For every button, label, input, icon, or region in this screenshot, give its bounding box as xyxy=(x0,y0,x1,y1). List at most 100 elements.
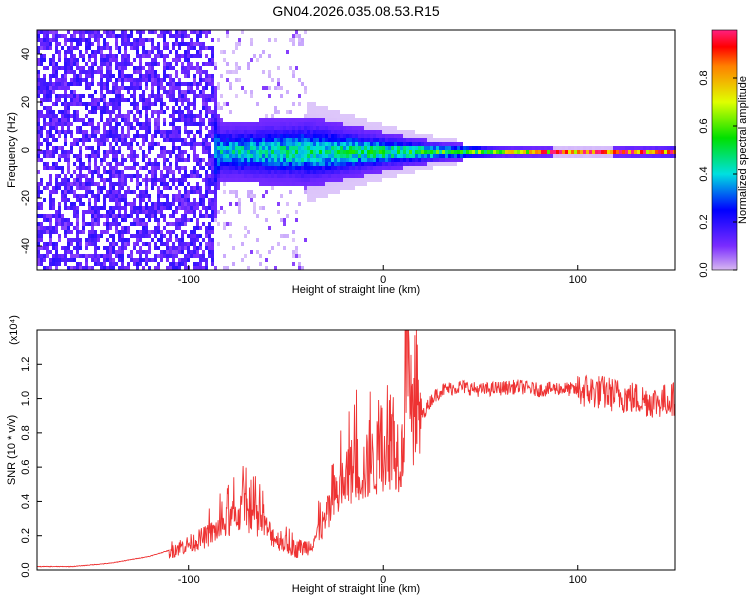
heatmap-cell xyxy=(298,266,301,270)
heatmap-cell xyxy=(184,50,187,54)
heatmap-cell xyxy=(97,126,100,130)
heatmap-cell xyxy=(304,86,307,90)
heatmap-cell xyxy=(181,194,184,198)
heatmap-cell xyxy=(448,150,451,154)
heatmap-cell xyxy=(133,262,136,266)
heatmap-cell xyxy=(37,222,40,226)
heatmap-cell xyxy=(127,142,130,146)
heatmap-cell xyxy=(229,202,232,206)
heatmap-cell xyxy=(70,42,73,46)
heatmap-cell xyxy=(259,262,262,266)
heatmap-cell xyxy=(550,150,553,154)
heatmap-cell xyxy=(52,134,55,138)
heatmap-cell xyxy=(214,98,217,102)
heatmap-cell xyxy=(298,150,301,154)
heatmap-cell xyxy=(124,202,127,206)
heatmap-cell xyxy=(349,174,352,178)
heatmap-cell xyxy=(319,186,322,190)
heatmap-cell xyxy=(112,170,115,174)
heatmap-cell xyxy=(121,138,124,142)
heatmap-cell xyxy=(40,238,43,242)
heatmap-cell xyxy=(364,118,367,122)
heatmap-cell xyxy=(349,178,352,182)
heatmap-cell xyxy=(199,122,202,126)
heatmap-cell xyxy=(277,178,280,182)
heatmap-cell xyxy=(154,226,157,230)
heatmap-cell xyxy=(220,122,223,126)
heatmap-cell xyxy=(199,50,202,54)
heatmap-cell xyxy=(406,158,409,162)
heatmap-cell xyxy=(289,154,292,158)
heatmap-cell xyxy=(103,214,106,218)
heatmap-x-ticks: -100 0 100 xyxy=(178,265,587,286)
heatmap-cell xyxy=(208,242,211,246)
heatmap-cell xyxy=(202,90,205,94)
heatmap-cell xyxy=(91,194,94,198)
heatmap-cell xyxy=(271,170,274,174)
heatmap-cell xyxy=(97,154,100,158)
heatmap-cell xyxy=(379,170,382,174)
heatmap-cell xyxy=(124,238,127,242)
heatmap-cell xyxy=(223,138,226,142)
heatmap-cell xyxy=(49,78,52,82)
heatmap-cell xyxy=(199,142,202,146)
heatmap-cell xyxy=(172,150,175,154)
heatmap-cell xyxy=(115,62,118,66)
heatmap-cell xyxy=(295,122,298,126)
heatmap-cell xyxy=(154,206,157,210)
heatmap-cell xyxy=(289,134,292,138)
heatmap-cell xyxy=(280,118,283,122)
heatmap-cell xyxy=(97,186,100,190)
heatmap-cell xyxy=(91,106,94,110)
heatmap-cell xyxy=(208,150,211,154)
heatmap-cell xyxy=(151,138,154,142)
heatmap-cell xyxy=(76,254,79,258)
heatmap-cell xyxy=(346,114,349,118)
heatmap-cell xyxy=(172,258,175,262)
heatmap-cell xyxy=(145,210,148,214)
heatmap-cell xyxy=(256,154,259,158)
heatmap-cell xyxy=(79,266,82,270)
heatmap-cell xyxy=(652,154,655,158)
heatmap-cell xyxy=(187,66,190,70)
heatmap-cell xyxy=(301,166,304,170)
heatmap-cell xyxy=(160,202,163,206)
heatmap-cell xyxy=(109,102,112,106)
heatmap-cell xyxy=(277,86,280,90)
heatmap-cell xyxy=(286,150,289,154)
heatmap-cell xyxy=(343,138,346,142)
heatmap-cell xyxy=(271,78,274,82)
heatmap-cell xyxy=(160,178,163,182)
heatmap-cell xyxy=(46,106,49,110)
heatmap-cell xyxy=(265,118,268,122)
heatmap-cell xyxy=(124,114,127,118)
heatmap-cell xyxy=(97,258,100,262)
heatmap-cell xyxy=(109,190,112,194)
heatmap-cell xyxy=(268,122,271,126)
heatmap-cell xyxy=(190,46,193,50)
heatmap-cell xyxy=(43,226,46,230)
heatmap-cell xyxy=(316,182,319,186)
heatmap-cell xyxy=(388,154,391,158)
heatmap-cell xyxy=(313,118,316,122)
heatmap-cell xyxy=(358,146,361,150)
heatmap-cell xyxy=(325,154,328,158)
heatmap-cell xyxy=(76,130,79,134)
heatmap-cell xyxy=(130,202,133,206)
heatmap-cell xyxy=(103,262,106,266)
heatmap-cell xyxy=(367,162,370,166)
heatmap-cell xyxy=(301,42,304,46)
heatmap-cell xyxy=(139,246,142,250)
heatmap-cell xyxy=(217,146,220,150)
heatmap-cell xyxy=(334,166,337,170)
heatmap-cell xyxy=(295,138,298,142)
heatmap-cell xyxy=(100,178,103,182)
heatmap-cell xyxy=(100,134,103,138)
heatmap-cell xyxy=(226,134,229,138)
heatmap-cell xyxy=(328,162,331,166)
heatmap-cell xyxy=(283,138,286,142)
heatmap-cell xyxy=(166,30,169,34)
heatmap-cell xyxy=(298,174,301,178)
heatmap-cell xyxy=(292,254,295,258)
heatmap-cell xyxy=(400,134,403,138)
